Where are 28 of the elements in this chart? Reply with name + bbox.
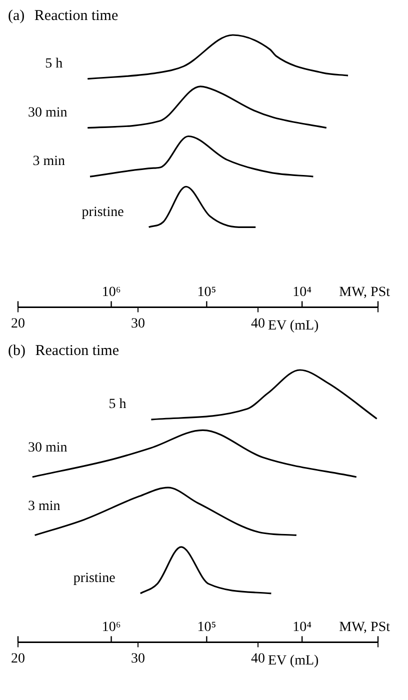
series-label: pristine xyxy=(82,204,124,220)
x2-axis-title: MW, PSt xyxy=(339,284,390,300)
x2-tick-label: 10⁴ xyxy=(292,284,312,300)
x-tick-label: 30 xyxy=(131,316,145,332)
legend-title: Reaction time xyxy=(34,8,118,24)
x-tick-label: 40 xyxy=(251,316,265,332)
x-tick-label: 20 xyxy=(11,651,25,666)
chart-title: (a) xyxy=(8,8,25,24)
x2-tick-label: 10⁶ xyxy=(102,620,121,635)
x-axis-title: EV (mL) xyxy=(268,654,320,669)
series-label: 30 min xyxy=(28,105,68,120)
series-label: 5 h xyxy=(45,56,63,72)
x2-tick-label: 10⁵ xyxy=(197,620,216,635)
series-label: pristine xyxy=(73,571,116,586)
x2-axis-title: MW, PSt xyxy=(339,620,390,635)
series-label: 3 min xyxy=(32,154,65,170)
series-label: 30 min xyxy=(28,440,68,456)
x-tick-label: 20 xyxy=(11,316,25,332)
legend-title: Reaction time xyxy=(35,343,119,359)
x2-tick-label: 10⁵ xyxy=(197,284,216,300)
x-axis-title: EV (mL) xyxy=(268,318,320,334)
x-tick-label: 30 xyxy=(131,651,145,666)
series-label: 5 h xyxy=(108,397,126,412)
x2-tick-label: 10⁶ xyxy=(102,284,121,300)
x-tick-label: 40 xyxy=(251,651,265,666)
series-label: 3 min xyxy=(28,498,60,514)
x2-tick-label: 10⁴ xyxy=(292,620,312,635)
chart-title: (b) xyxy=(8,343,26,359)
